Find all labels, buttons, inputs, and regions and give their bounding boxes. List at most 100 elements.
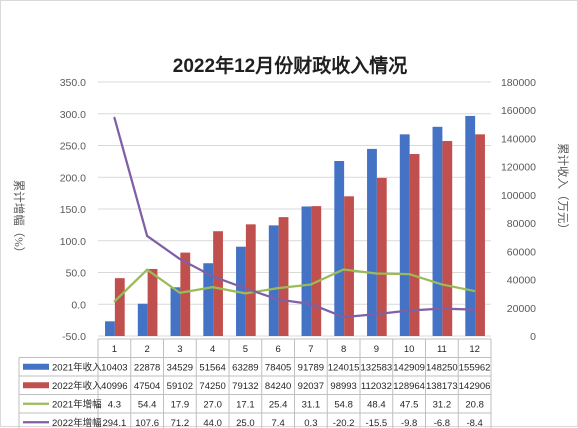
y-left-tick-label: 300.0 [60,109,86,121]
table-cell-value: 128964 [393,381,425,392]
table-cell-value: 48.4 [367,399,386,410]
table-cell-value: 92037 [298,381,324,392]
table-cell-value: 294.1 [102,418,126,428]
line-point [277,287,280,290]
table-cell-value: -9.8 [401,418,417,428]
y-axis-left-ticks: 350.0 300.0 250.0 200.0 150.0 100.0 50.0 0.0 -50… [60,77,86,343]
line-point [408,273,411,275]
line-point [146,235,149,237]
table-cell-value: 4.3 [108,399,121,410]
table-cell-value: 98993 [330,381,356,392]
table-cell-value: 63289 [232,362,258,373]
table-cell-value: 27.0 [203,399,222,410]
y-axis-right-title: 累计收入（万元） [556,143,570,235]
table-cell-value: 47504 [134,381,160,392]
line-point [113,116,116,119]
table-cell-value: 17.1 [236,399,255,410]
line-point [211,286,214,289]
y-right-tick-label: 60000 [507,246,536,258]
chart-title: 2022年12月份财政收入情况 [173,54,407,77]
y-right-tick-label: 20000 [507,303,536,315]
table-cell-value: 132583 [361,362,393,373]
bar-2022-income [376,177,387,336]
line-point [113,300,116,303]
bar-2022-income [114,278,125,336]
y-left-tick-label: 50.0 [66,268,87,280]
table-cell-value: 142906 [459,381,491,392]
table-cell-value: 142909 [393,362,425,373]
x-category-label: 7 [308,344,313,355]
line-point [440,307,443,310]
table-cell-value: -6.8 [434,418,450,428]
table-cell-value: 71.2 [171,418,190,428]
x-category-label: 4 [210,344,215,355]
table-cell-value: 44.0 [203,418,222,428]
table-cell-value: 20.8 [465,399,484,410]
x-category-label: 8 [341,344,346,355]
table-cell-value: 25.0 [236,418,255,428]
line-point [473,290,476,292]
legend-label: 2021年收入 [52,361,102,373]
table-cell-value: 54.4 [138,399,157,410]
legend-label: 2021年增幅 [52,398,102,410]
y-right-tick-label: 180000 [501,77,536,89]
table-cell-value: 22878 [134,362,160,373]
y-right-tick-label: 80000 [507,218,536,230]
table-cell-value: 7.4 [272,418,285,428]
x-category-label: 5 [243,344,248,355]
line-point [408,309,411,312]
x-category-label: 9 [374,344,379,355]
legend-label: 2022年增幅 [52,417,102,428]
bar-2021-income [170,287,181,336]
y-axis-right-ticks: 180000 160000 140000 120000 100000 80000 60000… [501,77,536,343]
y-left-tick-label: 150.0 [60,204,86,216]
line-point [375,313,378,315]
bar-2022-income [213,231,223,336]
bar-2021-income [367,148,377,336]
bar-2022-income [442,141,453,336]
bar-2022-income [409,154,420,336]
line-point [244,287,247,290]
table-cell-value: 107.6 [135,418,159,428]
line-point [342,316,345,318]
line-2021年增幅 [113,268,475,303]
bar-2021-income [105,321,115,336]
line-point [309,303,312,305]
y-left-tick-label: -50.0 [62,331,86,343]
table-cell-value: 74250 [199,381,225,392]
bar-2022-income [311,206,322,336]
table-cell-value: 31.2 [433,399,452,410]
table-cell-value: 25.4 [269,399,288,410]
line-point [178,258,181,260]
line-point [211,275,214,278]
line-point [277,298,280,301]
line-point [473,308,476,311]
table-cell-value: 17.9 [171,399,190,410]
table-cell-value: 51564 [199,362,225,373]
line-point [375,272,378,275]
table-cell-value: 112032 [361,381,392,392]
table-cell-value: 40996 [101,381,127,392]
table-cell-value: 0.3 [304,418,317,428]
table-cell-value: -15.5 [366,418,388,428]
table-cell-value: 59102 [167,381,193,392]
y-axis-left-title: 累计增幅（%） [12,180,26,259]
table-cell-value: 148250 [426,362,458,373]
line-point [244,292,247,295]
line-point [342,268,345,271]
y-right-tick-label: 140000 [501,133,536,145]
legend-label: 2022年收入 [52,380,102,392]
bar-2021-income [268,225,279,336]
bar-series-group [105,115,485,336]
bar-2021-income [236,246,246,336]
table-cell-value: 31.1 [302,399,321,410]
line-2022年增幅 [113,117,475,319]
y-left-tick-label: 100.0 [60,236,86,248]
x-category-label: 6 [275,344,280,355]
y-left-tick-label: 350.0 [60,77,86,89]
y-right-tick-label: 120000 [501,162,536,174]
bar-2022-income [475,134,485,336]
bar-2021-income [465,115,476,336]
table-cell-value: 84240 [265,381,291,392]
